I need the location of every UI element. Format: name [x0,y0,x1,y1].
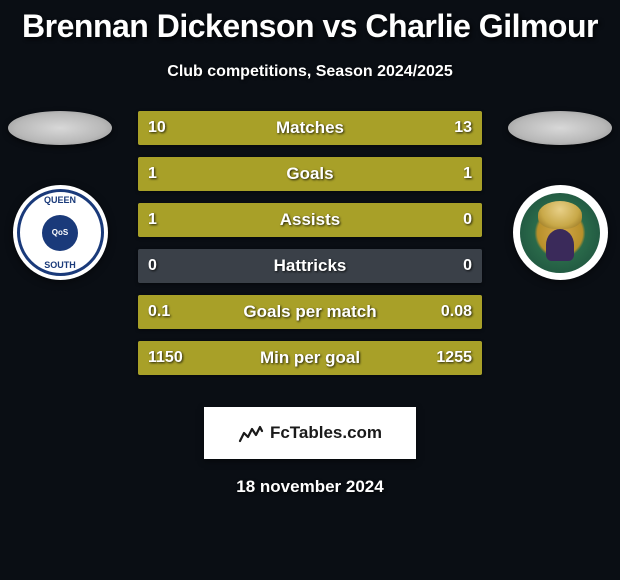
page-title: Brennan Dickenson vs Charlie Gilmour [0,0,620,45]
stat-label: Hattricks [138,256,482,276]
stat-label: Assists [138,210,482,230]
stat-value-right: 0 [463,211,472,229]
crest-bird-icon [538,201,582,229]
club-crest-right [513,185,608,280]
player-right-silhouette [508,111,612,145]
stat-label: Min per goal [138,348,482,368]
stat-value-right: 1 [463,165,472,183]
stat-row: 0.1Goals per match0.08 [138,295,482,329]
player-left-silhouette [8,111,112,145]
crest-text-bottom: SOUTH [44,260,76,270]
player-left-column: QUEEN QoS SOUTH [0,111,120,280]
stat-value-right: 0 [463,257,472,275]
stat-label: Goals per match [138,302,482,322]
stat-label: Goals [138,164,482,184]
footer-date: 18 november 2024 [0,477,620,497]
stat-value-right: 1255 [436,349,472,367]
crest-inner [520,193,600,273]
stat-row: 1Assists0 [138,203,482,237]
crest-thistle-icon [546,229,574,261]
club-crest-left: QUEEN QoS SOUTH [13,185,108,280]
stat-value-right: 13 [454,119,472,137]
crest-text-top: QUEEN [44,195,76,205]
subtitle: Club competitions, Season 2024/2025 [0,63,620,81]
fctables-logo-icon [238,423,264,443]
brand-text: FcTables.com [270,423,382,443]
stat-row: 1Goals1 [138,157,482,191]
stats-column: 10Matches131Goals11Assists00Hattricks00.… [138,111,482,387]
comparison-area: QUEEN QoS SOUTH 10Matches131Goals11Assis… [0,111,620,391]
player-right-column [500,111,620,280]
stat-label: Matches [138,118,482,138]
brand-badge[interactable]: FcTables.com [204,407,416,459]
stat-row: 0Hattricks0 [138,249,482,283]
stat-row: 10Matches13 [138,111,482,145]
stat-row: 1150Min per goal1255 [138,341,482,375]
stat-value-right: 0.08 [441,303,472,321]
